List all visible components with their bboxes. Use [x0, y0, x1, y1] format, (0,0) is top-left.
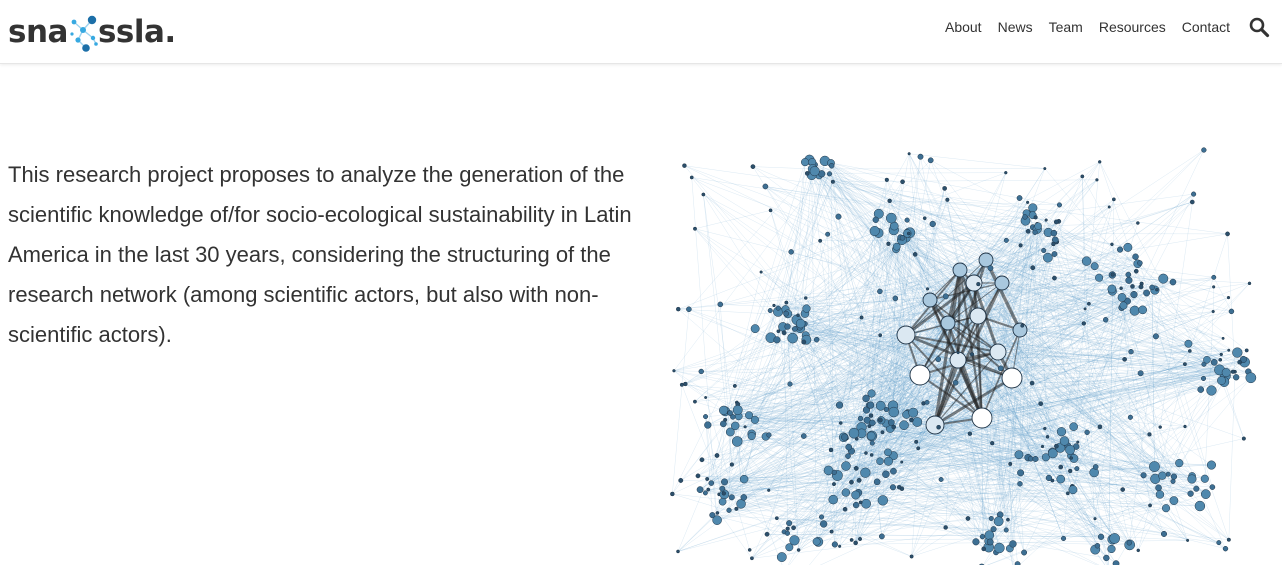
main-nav: About News Team Resources Contact — [929, 18, 1230, 36]
network-nodes-icon — [70, 15, 98, 52]
network-graph — [670, 147, 1257, 565]
nav-resources[interactable]: Resources — [1098, 19, 1166, 35]
nav-contact[interactable]: Contact — [1181, 19, 1230, 35]
nav-about[interactable]: About — [944, 19, 982, 35]
intro-text: This research project proposes to analyz… — [8, 162, 632, 347]
search-icon[interactable] — [1248, 16, 1270, 38]
nav-news[interactable]: News — [997, 19, 1033, 35]
logo[interactable]: sna ssla. — [8, 10, 176, 54]
site-header: sna ssla. About News Team Resources Cont… — [0, 0, 1282, 64]
nav-team[interactable]: Team — [1048, 19, 1083, 35]
logo-text-right: ssla. — [97, 14, 176, 50]
logo-text-left: sna — [8, 14, 68, 50]
